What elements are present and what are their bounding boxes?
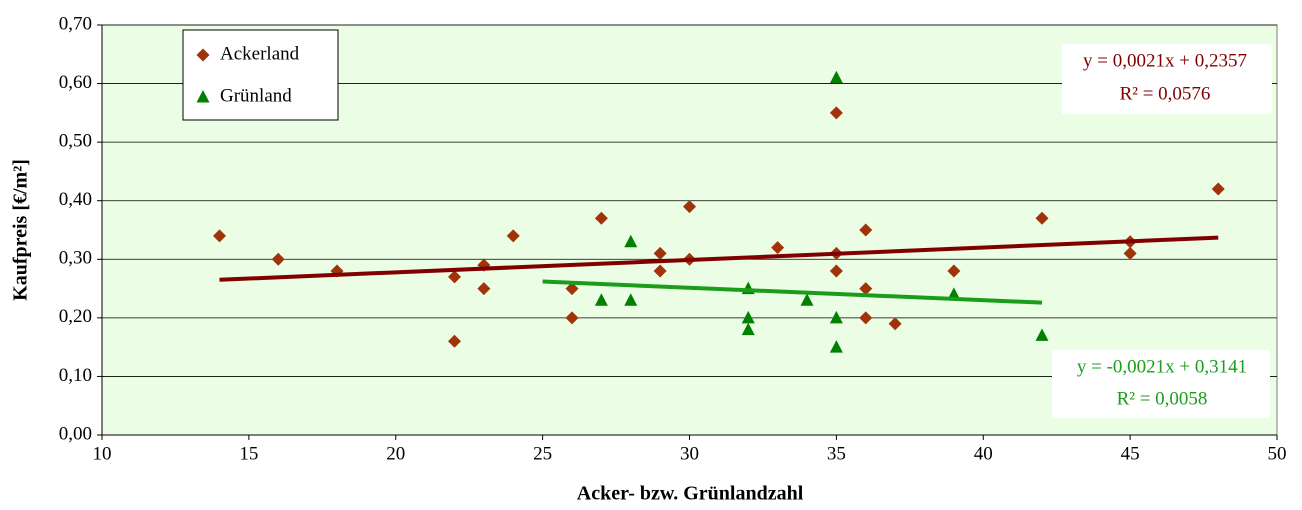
equation-box	[1062, 44, 1272, 114]
diamond-marker	[565, 311, 579, 325]
triangle-marker	[800, 293, 814, 306]
triangle-marker	[594, 293, 608, 306]
y-tick-label: 0,10	[59, 365, 92, 386]
diamond-marker	[1211, 182, 1225, 196]
x-tick-label: 20	[386, 443, 405, 464]
legend-label: Ackerland	[220, 43, 300, 64]
diamond-marker	[653, 246, 667, 260]
legend-marker	[196, 90, 210, 103]
x-tick-label: 30	[680, 443, 699, 464]
trendline	[542, 279, 1043, 305]
triangle-marker	[829, 310, 843, 324]
diamond-marker	[448, 334, 461, 348]
equation-box	[1052, 350, 1270, 418]
triangle-marker	[624, 293, 638, 306]
trend-equation: y = -0,0021x + 0,3141	[1077, 356, 1247, 377]
diamond-marker	[947, 264, 961, 278]
diamond-marker	[859, 282, 873, 296]
diamond-marker	[594, 211, 608, 225]
x-tick-label: 15	[239, 443, 258, 464]
diamond-marker	[506, 229, 520, 243]
legend: Ackerland Grünland	[182, 29, 339, 121]
diamond-marker	[683, 200, 696, 214]
y-tick-label: 0,40	[59, 189, 92, 210]
diamond-marker	[829, 264, 843, 278]
trendline	[219, 235, 1219, 282]
diamond-marker	[271, 252, 285, 266]
diamond-marker	[565, 282, 579, 296]
x-tick-label: 35	[827, 443, 846, 464]
y-tick-label: 0,30	[59, 248, 92, 269]
trend-equation: y = 0,0021x + 0,2357	[1083, 50, 1247, 71]
y-axis-title: Kaufpreis [€/m²]	[10, 159, 32, 301]
diamond-marker	[1035, 211, 1049, 225]
y-tick-label: 0,00	[59, 423, 92, 444]
diamond-marker	[477, 282, 491, 296]
triangle-marker	[624, 234, 638, 248]
triangle-marker	[741, 310, 755, 324]
triangle-marker	[829, 70, 843, 84]
x-tick-label: 10	[93, 443, 112, 464]
diamond-marker	[829, 106, 843, 120]
diamond-marker	[1123, 246, 1137, 260]
diamond-marker	[448, 270, 461, 284]
triangle-marker	[741, 322, 755, 336]
diamond-marker	[859, 223, 873, 237]
diamond-marker	[771, 241, 785, 255]
y-tick-label: 0,70	[59, 13, 92, 34]
x-tick-label: 50	[1268, 443, 1287, 464]
legend-label: Grünland	[220, 85, 292, 106]
triangle-marker	[829, 340, 843, 353]
y-tick-label: 0,20	[59, 306, 92, 327]
diamond-marker	[653, 264, 667, 278]
legend-box	[182, 29, 339, 121]
trend-r2: R² = 0,0058	[1117, 388, 1208, 409]
triangle-marker	[1035, 328, 1049, 341]
x-tick-label: 25	[533, 443, 552, 464]
diamond-marker	[859, 311, 873, 325]
diamond-marker	[213, 229, 226, 243]
y-tick-label: 0,60	[59, 72, 92, 93]
trend-r2: R² = 0,0576	[1120, 83, 1211, 104]
x-tick-label: 45	[1121, 443, 1140, 464]
y-tick-label: 0,50	[59, 131, 92, 152]
diamond-marker	[888, 317, 902, 331]
x-axis-title: Acker- bzw. Grünlandzahl	[577, 483, 804, 505]
legend-marker	[196, 48, 210, 62]
x-tick-label: 40	[974, 443, 993, 464]
